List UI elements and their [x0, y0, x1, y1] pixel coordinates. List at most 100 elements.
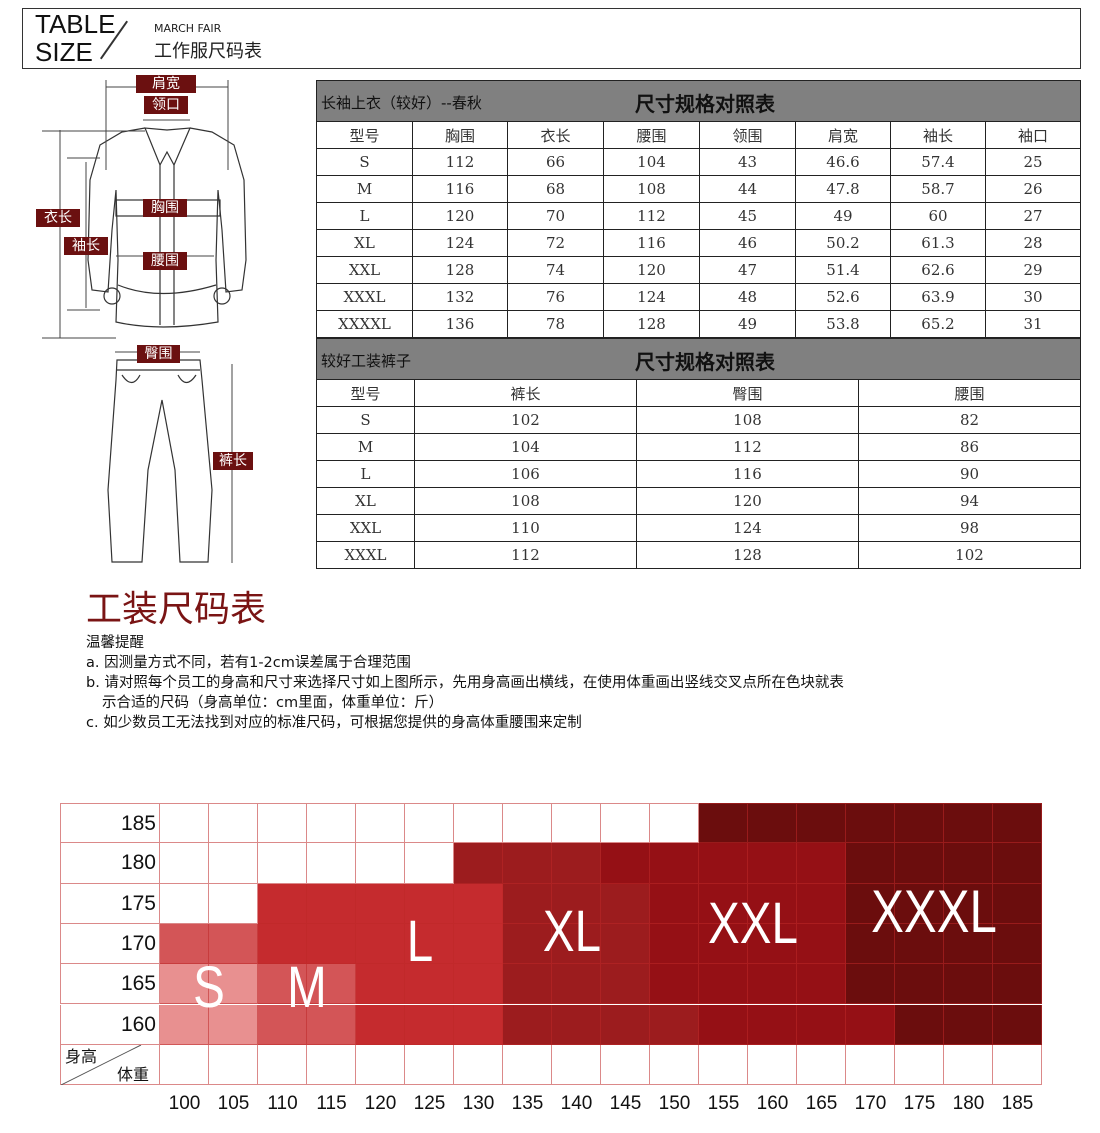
table-cell: 49: [699, 310, 796, 338]
weight-label: 135: [511, 1093, 544, 1114]
grid-cell: [209, 1044, 258, 1086]
grid-cell-xxl: [748, 883, 797, 924]
grid-cell-m: [307, 1004, 356, 1045]
measure-lines: [42, 80, 233, 563]
table-cell: 65.2: [890, 310, 986, 338]
table-cell: 78: [507, 310, 604, 338]
grid-cell-xxxl: [993, 803, 1042, 844]
table-cell: XL: [316, 487, 415, 515]
grid-cell-xxl: [699, 923, 748, 965]
ylabel: 身高: [65, 1046, 98, 1066]
grid-cell: [601, 1044, 650, 1086]
grid-cell-xxl: [650, 883, 699, 924]
column-header: 袖口: [985, 121, 1081, 149]
note-b: b. 请对照每个员工的身高和尺寸来选择尺寸如上图所示，先用身高画出横线，在使用体…: [86, 675, 844, 691]
xlabel: 体重: [117, 1064, 150, 1084]
table-cell: 102: [414, 406, 637, 434]
table-cell: 46: [699, 229, 796, 257]
table-cell: 124: [412, 229, 508, 257]
column-header: 腰围: [603, 121, 700, 149]
grid-cell-l: [307, 883, 356, 924]
size-label-s: S: [193, 955, 225, 1021]
notes-heading: 温馨提醒: [86, 635, 144, 651]
weight-label: 130: [462, 1093, 495, 1114]
grid-cell: [160, 803, 209, 844]
table-cell: 112: [603, 202, 700, 230]
grid-cell-xxl: [748, 843, 797, 884]
grid-cell-xxl: [699, 1004, 748, 1045]
table-cell: 70: [507, 202, 604, 230]
table-row: XL 108 120 94: [316, 487, 1081, 515]
weight-label: 100: [168, 1093, 201, 1114]
grid-cell-xxxl: [944, 843, 993, 884]
column-header: 胸围: [412, 121, 508, 149]
grid-cell-l: [258, 883, 307, 924]
size-label-xl: XL: [542, 898, 601, 964]
table-cell: 31: [985, 310, 1081, 338]
table-row: S 102 108 82: [316, 406, 1081, 434]
grid-cell-xxl: [797, 843, 846, 884]
table-cell: 26: [985, 175, 1081, 203]
label-sleeve: 袖长: [64, 237, 108, 255]
table-cell: XXL: [316, 514, 415, 542]
table-cell: S: [316, 148, 413, 176]
grid-cell: [944, 1044, 993, 1086]
grid-cell-xl: [503, 843, 552, 884]
label-hip: 臀围: [137, 345, 180, 363]
label-shoulder: 肩宽: [136, 75, 196, 93]
grid-cell: [307, 803, 356, 844]
column-header: 型号: [316, 379, 415, 407]
grid-cell-xl: [503, 1004, 552, 1045]
height-label: 160: [60, 1004, 160, 1045]
grid-cell: [356, 803, 405, 844]
grid-cell-xxxl: [699, 803, 748, 844]
grid-cell: [454, 803, 503, 844]
grid-cell: [993, 1044, 1042, 1086]
grid-cell-l: [405, 923, 454, 965]
table-cell: 52.6: [795, 283, 891, 311]
grid-cell-xxl: [797, 923, 846, 965]
table-cell: 124: [603, 283, 700, 311]
grid-cell-m: [258, 1004, 307, 1045]
table-cell: 27: [985, 202, 1081, 230]
grid-cell-l: [356, 964, 405, 1005]
table-cell: 62.6: [890, 256, 986, 284]
weight-label: 125: [413, 1093, 446, 1114]
grid-cell-m: [258, 964, 307, 1005]
grid-cell-xxxl: [895, 964, 944, 1005]
grid-cell: [160, 883, 209, 924]
grid-cell: [895, 1044, 944, 1086]
grid-cell: [699, 1044, 748, 1086]
table-row: M 116 68 108 44 47.8 58.7 26: [316, 175, 1081, 203]
table-cell: 104: [603, 148, 700, 176]
grid-cell-xxl: [797, 883, 846, 924]
grid-cell: [258, 843, 307, 884]
grid-cell-m: [160, 923, 209, 965]
table-cell: 112: [414, 541, 637, 569]
table-row: XXXL 132 76 124 48 52.6 63.9 30: [316, 283, 1081, 311]
grid-cell-xl: [552, 964, 601, 1005]
grid-cell-xxxl: [895, 923, 944, 965]
grid-cell: [209, 843, 258, 884]
table-cell: 25: [985, 148, 1081, 176]
table-cell: XL: [316, 229, 413, 257]
grid-cell-xxxl: [797, 803, 846, 844]
table-cell: 82: [858, 406, 1081, 434]
table-cell: 45: [699, 202, 796, 230]
grid-cell-l: [405, 964, 454, 1005]
grid-cell-l: [307, 923, 356, 965]
height-label: 185: [60, 803, 160, 844]
table-cell: M: [316, 175, 413, 203]
table-cell: 120: [636, 487, 859, 515]
weight-label: 165: [805, 1093, 838, 1114]
table-cell: 108: [603, 175, 700, 203]
grid-cell-xxl: [699, 964, 748, 1005]
height-label: 175: [60, 883, 160, 924]
label-length: 衣长: [36, 209, 80, 227]
table-cell: 49: [795, 202, 891, 230]
grid-cell-xl: [650, 1004, 699, 1045]
grid-cell-xl: [552, 1004, 601, 1045]
table-cell: L: [316, 460, 415, 488]
table-cell: 76: [507, 283, 604, 311]
table-header: 较好工装裤子 尺寸规格对照表: [316, 338, 1081, 380]
